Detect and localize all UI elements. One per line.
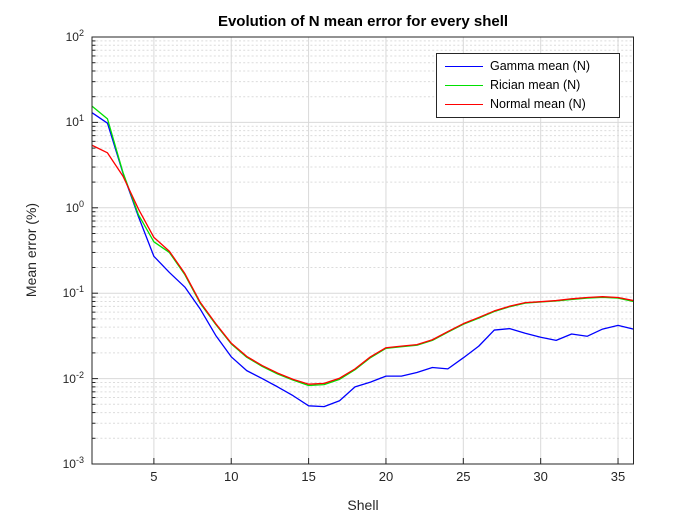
legend-entry-rician: Rician mean (N) (445, 79, 615, 92)
legend-line-sample-normal (445, 104, 483, 105)
x-tick-label: 15 (301, 469, 316, 484)
x-axis-label: Shell (347, 497, 379, 513)
y-axis-label: Mean error (%) (23, 202, 39, 298)
y-tick-label: 10-3 (62, 455, 84, 471)
legend-entry-gamma: Gamma mean (N) (445, 60, 615, 73)
axes-box (91, 36, 634, 465)
y-tick-label: 10-2 (62, 369, 84, 386)
legend: Gamma mean (N) Rician mean (N) Normal me… (436, 53, 620, 118)
y-tick-label: 101 (65, 113, 84, 130)
x-tick-label: 35 (610, 469, 626, 484)
series-line-2 (91, 144, 634, 385)
legend-label-rician: Rician mean (N) (490, 78, 581, 93)
legend-label-gamma: Gamma mean (N) (490, 59, 591, 74)
chart-title: Evolution of N mean error for every shel… (217, 13, 509, 30)
legend-line-sample-gamma (445, 66, 483, 67)
x-tick-label: 10 (224, 469, 239, 484)
legend-line-sample-rician (445, 85, 483, 86)
y-tick-label: 100 (65, 198, 84, 215)
x-tick-label: 30 (533, 469, 548, 484)
x-tick-label: 5 (150, 469, 158, 484)
legend-label-normal: Normal mean (N) (490, 97, 586, 112)
legend-entry-normal: Normal mean (N) (445, 98, 615, 111)
y-tick-label: 102 (65, 28, 84, 44)
x-tick-label: 20 (378, 469, 394, 484)
x-tick-label: 25 (456, 469, 471, 484)
series-line-0 (91, 112, 634, 408)
y-tick-label: 10-1 (62, 284, 84, 301)
